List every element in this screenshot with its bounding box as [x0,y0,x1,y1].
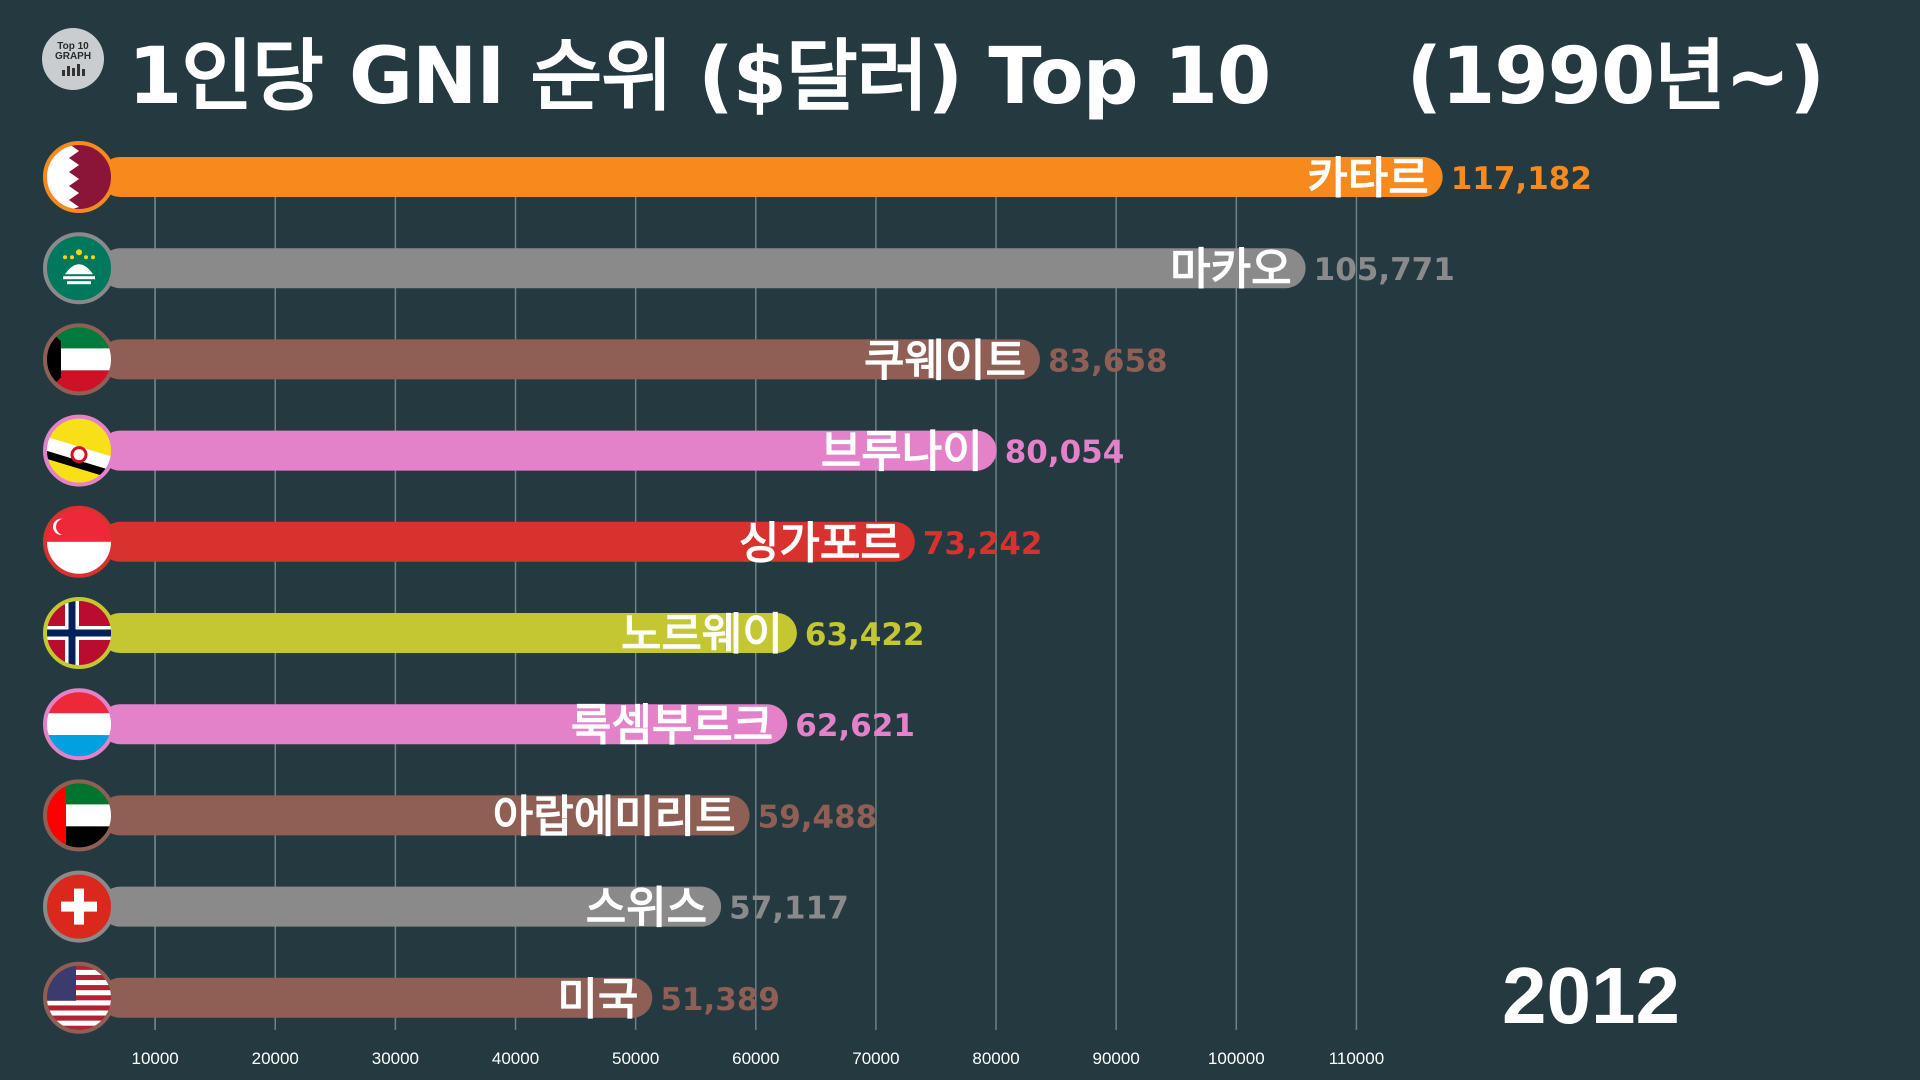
norway-flag-icon [43,597,115,669]
chart-period: (1990년~) [1406,32,1825,122]
bar-value-label: 73,242 [923,526,1043,562]
top10-graph-logo: Top 10 GRAPH [42,28,104,90]
bar [100,430,997,471]
x-tick-label: 40000 [492,1049,539,1068]
bar [100,977,653,1018]
bar-category-label: 마카오 [1170,244,1291,295]
switzerland-flag-icon [43,870,115,943]
usa-flag-icon [43,961,115,1034]
bar-value-label: 83,658 [1048,343,1168,379]
uae-flag-icon [43,779,115,852]
x-tick-label: 30000 [372,1049,419,1068]
bar [100,157,1443,197]
logo-text-line2: GRAPH [54,51,92,62]
x-tick-label: 20000 [252,1049,299,1068]
bar-value-label: 59,488 [758,799,878,835]
bar-category-label: 룩셈부르크 [571,700,773,751]
bar-value-label: 80,054 [1005,435,1125,471]
bar [100,339,1040,380]
bar [100,795,750,836]
bar [100,704,788,745]
chart-bars: 카타르 117,182 마카오 105,771 쿠웨이트 83,658 브루나이 80,054… [100,153,1592,1025]
macau-flag-icon [43,232,115,305]
x-tick-label: 80000 [972,1049,1019,1068]
bar-value-label: 117,182 [1451,161,1592,197]
logo-text-line1: Top 10 [57,41,89,52]
chart-flags [43,141,115,1034]
x-tick-label: 50000 [612,1049,659,1068]
x-tick-label: 60000 [732,1049,779,1068]
qatar-flag-icon [43,141,115,213]
brunei-flag-icon [43,414,115,487]
x-tick-label: 10000 [131,1049,178,1068]
bar-value-label: 57,117 [729,891,849,927]
x-tick-label: 110000 [1329,1049,1384,1068]
bar-category-label: 미국 [557,974,638,1025]
bar-value-label: 63,422 [805,617,925,653]
chart-grid [154,175,1358,1030]
bar-category-label: 노르웨이 [621,609,783,660]
x-tick-label: 90000 [1093,1049,1140,1068]
bar [100,886,722,927]
bar-category-label: 브루나이 [821,427,983,478]
luxembourg-flag-icon [43,688,115,761]
bar-value-label: 51,389 [660,982,780,1018]
bar [100,521,915,562]
bar-category-label: 아랍에미리트 [493,791,736,842]
chart-title: 1인당 GNI 순위 ($달러) Top 10 [128,32,1271,122]
bar [100,248,1306,289]
bar-category-label: 스위스 [586,883,707,934]
bar-category-label: 카타르 [1307,153,1428,204]
bar [100,613,797,653]
bar-value-label: 105,771 [1314,252,1455,288]
logo-bars-icon [61,64,85,76]
kuwait-flag-icon [43,323,115,396]
chart-x-ticks: 10000 20000 30000 40000 50000 60000 70000 80000… [131,1049,1384,1068]
x-tick-label: 70000 [852,1049,899,1068]
bar-value-label: 62,621 [795,708,915,744]
x-tick-label: 100000 [1208,1049,1265,1068]
singapore-flag-icon [43,505,115,578]
bar-category-label: 쿠웨이트 [864,335,1026,386]
bar-category-label: 싱가포르 [739,518,901,569]
current-year-label: 2012 [1502,951,1680,1040]
